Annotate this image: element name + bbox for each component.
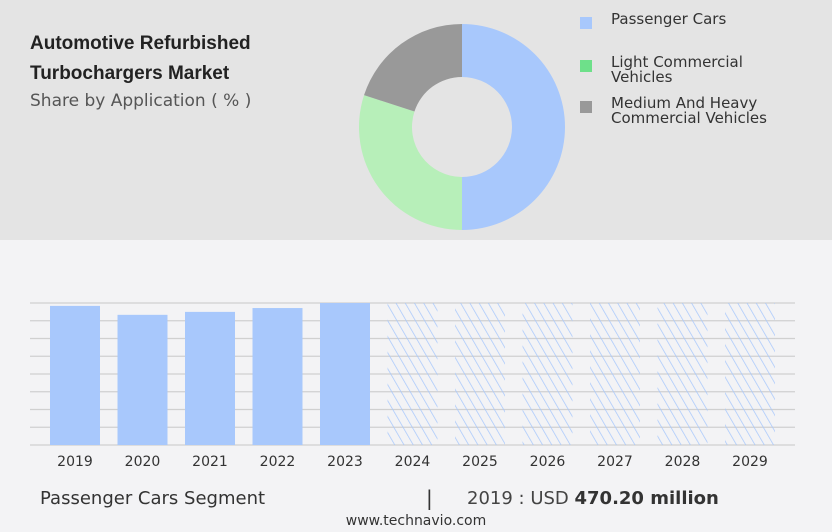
- segment-label: Passenger Cars Segment: [40, 488, 266, 509]
- x-tick-label: 2021: [192, 454, 228, 470]
- segment-value: 2019 : USD 470.20 million: [467, 488, 719, 509]
- forecast-bar-2025: [455, 303, 505, 445]
- forecast-bar-2028: [657, 303, 708, 445]
- x-tick-label: 2023: [327, 454, 363, 470]
- donut-slice-light-commercial-vehicles: [358, 95, 462, 230]
- value-prefix: 2019 : USD: [467, 488, 575, 509]
- x-tick-label: 2020: [125, 454, 161, 470]
- forecast-bar-2027: [590, 303, 640, 445]
- forecast-bar-2024: [387, 303, 438, 445]
- x-tick-label: 2028: [665, 454, 701, 470]
- legend-label: Light Commercial Vehicles: [611, 53, 743, 86]
- separator: |: [426, 486, 433, 510]
- legend-item: Light Commercial Vehicles: [580, 55, 830, 87]
- x-tick-label: 2025: [462, 454, 498, 470]
- x-tick-label: 2026: [530, 454, 566, 470]
- bar-2020: [117, 314, 168, 445]
- forecast-bar-2029: [725, 303, 775, 445]
- value-amount: 470.20 million: [574, 488, 719, 509]
- bar-chart: 2019 2020 2021 2022 2023 2024 2025 2026 2027 2028…: [30, 302, 795, 470]
- bar-2019: [50, 305, 100, 445]
- donut-slice-medium-and-heavy-commercial-vehicles: [364, 24, 462, 112]
- legend-swatch: [580, 60, 592, 72]
- page-title: Automotive Refurbished Turbochargers Mar…: [30, 33, 251, 84]
- legend-item: Medium And Heavy Commercial Vehicles: [580, 96, 830, 128]
- legend-label: Medium And Heavy Commercial Vehicles: [611, 94, 767, 127]
- x-tick-label: 2019: [57, 454, 93, 470]
- legend-label: Passenger Cars: [611, 10, 727, 28]
- legend: Passenger Cars Light Commercial Vehicles…: [580, 12, 830, 142]
- donut-slice-passenger-cars: [462, 24, 565, 230]
- summary-panel: Automotive Refurbished Turbochargers Mar…: [0, 0, 832, 240]
- bar-2022: [252, 308, 303, 445]
- bar-2023: [320, 303, 370, 445]
- forecast-bar-2026: [522, 303, 573, 445]
- page-subtitle: Share by Application ( % ): [30, 91, 252, 111]
- x-tick-label: 2029: [732, 454, 768, 470]
- x-tick-label: 2027: [597, 454, 633, 470]
- legend-swatch: [580, 17, 592, 29]
- source-url: www.technavio.com: [345, 513, 487, 529]
- donut-chart: [358, 24, 565, 230]
- bar-2021: [185, 311, 235, 445]
- legend-item: Passenger Cars: [580, 12, 830, 44]
- x-tick-label: 2022: [260, 454, 296, 470]
- x-tick-label: 2024: [395, 454, 431, 470]
- legend-swatch: [580, 101, 592, 113]
